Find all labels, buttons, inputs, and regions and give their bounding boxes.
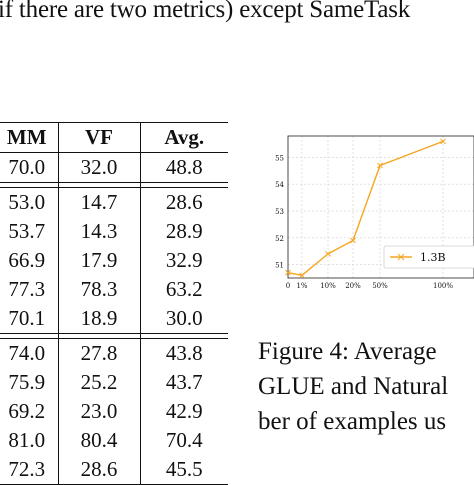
figure-caption-line: GLUE and Natural <box>258 373 449 400</box>
table-cell: 43.8 <box>139 338 228 368</box>
plot-frame <box>287 135 474 279</box>
x-tick-label: 20% <box>345 282 361 290</box>
table-row: 81.0 80.4 70.4 <box>0 426 228 455</box>
table-cell: 30.0 <box>139 304 228 334</box>
line-chart: 51 52 53 54 55 0 1% 10% 20% 50% 100% 1.3B <box>275 135 474 290</box>
data-point <box>325 251 331 257</box>
paragraph-line: if there are two metrics) except SameTas… <box>0 0 411 23</box>
figure-caption: Figure 4: Average GLUE and Natural ber o… <box>258 334 448 439</box>
table-row: 77.3 78.3 63.2 <box>0 275 228 304</box>
legend-marker <box>397 253 405 261</box>
table-cell: 53.0 <box>8 190 46 214</box>
x-tick-label: 1% <box>296 282 307 290</box>
table-row: 72.3 28.6 45.5 <box>0 455 228 485</box>
table-cell: 23.0 <box>57 397 140 426</box>
table-cell: 27.8 <box>57 338 140 368</box>
table-cell: 43.7 <box>139 368 228 397</box>
table-cell: 70.4 <box>139 426 228 455</box>
table-cell: 72.3 <box>8 457 46 481</box>
header-avg: Avg. <box>139 122 228 153</box>
table-cell: 25.2 <box>57 368 140 397</box>
series-line <box>287 140 444 277</box>
y-tick-label: 54 <box>275 181 284 189</box>
table-cell: 78.3 <box>57 275 140 304</box>
table-cell: 14.7 <box>57 187 140 217</box>
table-cell: 69.2 <box>8 399 46 423</box>
x-tick-label: 100% <box>433 282 453 290</box>
figure-caption-line: ber of examples us <box>258 408 447 435</box>
table-cell: 77.3 <box>8 277 46 301</box>
table-cell: 17.9 <box>57 246 140 275</box>
table-cell: 28.6 <box>57 455 140 485</box>
table-row: 53.7 14.3 28.9 <box>0 217 228 246</box>
figure-caption-line: Figure 4: Average <box>258 338 437 365</box>
table-row: 53.0 14.7 28.6 <box>0 187 228 217</box>
table-row: 66.9 17.9 32.9 <box>0 246 228 275</box>
y-tick-label: 52 <box>275 235 284 243</box>
table-cell: 32.0 <box>57 152 140 183</box>
table-cell: 48.8 <box>139 152 228 183</box>
table-row: 69.2 23.0 42.9 <box>0 397 228 426</box>
results-table: MM VF Avg. 70.0 32.0 48.8 53.0 14.7 28.6 53.7 1… <box>0 122 228 485</box>
table-row: 74.0 27.8 43.8 <box>0 338 228 368</box>
table-cell: 45.5 <box>139 455 228 485</box>
y-tick-label: 55 <box>275 154 284 162</box>
data-point <box>440 138 446 145</box>
legend-label: 1.3B <box>420 251 446 264</box>
data-point <box>299 272 305 279</box>
x-tick-label: 10% <box>320 282 336 290</box>
table-cell: 53.7 <box>8 219 46 243</box>
table-row: 70.1 18.9 30.0 <box>0 304 228 334</box>
group-separator <box>0 182 228 188</box>
legend-box <box>383 245 474 269</box>
table-cell: 28.9 <box>139 217 228 246</box>
table-cell: 14.3 <box>57 217 140 246</box>
header-vf: VF <box>57 122 140 153</box>
table-cell: 66.9 <box>8 248 46 272</box>
data-point <box>285 269 291 276</box>
table-cell: 28.6 <box>139 187 228 217</box>
table-cell: 70.0 <box>8 155 46 179</box>
data-point <box>377 162 383 169</box>
table-cell: 74.0 <box>8 341 46 365</box>
x-tick-label: 50% <box>372 282 388 290</box>
table-cell: 70.1 <box>8 306 46 330</box>
table-cell: 75.9 <box>8 370 46 394</box>
x-tick-label: 0 <box>286 282 290 290</box>
table-header-row: MM VF Avg. <box>0 122 228 153</box>
y-tick-label: 53 <box>275 208 284 216</box>
table-cell: 80.4 <box>57 426 140 455</box>
table-row: 75.9 25.2 43.7 <box>0 368 228 397</box>
table-cell: 18.9 <box>57 304 140 334</box>
y-tick-label: 51 <box>275 262 284 270</box>
table-cell: 42.9 <box>139 397 228 426</box>
header-mm: MM <box>6 125 47 149</box>
table-cell: 32.9 <box>139 246 228 275</box>
group-separator <box>0 333 228 339</box>
table-cell: 81.0 <box>8 428 46 452</box>
table-cell: 63.2 <box>139 275 228 304</box>
table-row: 70.0 32.0 48.8 <box>0 152 228 183</box>
data-point <box>350 237 356 244</box>
